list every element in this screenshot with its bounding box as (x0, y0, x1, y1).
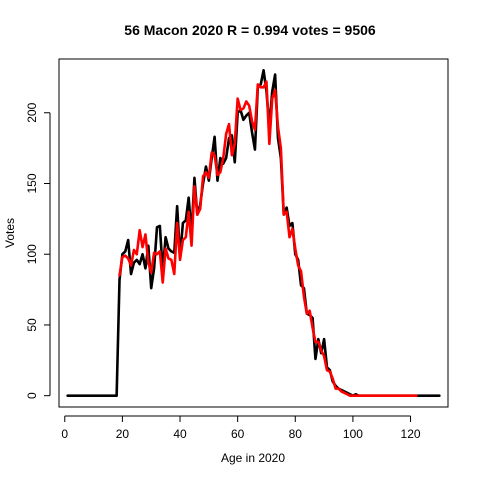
series-line-2 (118, 80, 418, 397)
x-tick-label: 20 (116, 427, 130, 441)
y-axis: 0 50 100 150 200 (25, 102, 51, 399)
x-tick-label: 120 (401, 427, 421, 441)
x-tick-label: 40 (173, 427, 187, 441)
y-tick-label: 50 (25, 318, 39, 332)
y-axis-label: Votes (3, 218, 17, 248)
y-tick-label: 0 (25, 392, 39, 399)
x-tick-label: 0 (61, 427, 68, 441)
plot-frame (58, 58, 449, 408)
y-tick-label: 200 (25, 102, 39, 122)
chart-title: 56 Macon 2020 R = 0.994 votes = 9506 (124, 22, 376, 38)
x-axis-label: Age in 2020 (221, 451, 285, 465)
x-tick-label: 80 (289, 427, 303, 441)
y-tick-label: 150 (25, 173, 39, 193)
series-layer (66, 69, 441, 397)
x-tick-label: 100 (343, 427, 363, 441)
x-axis: 0 20 40 60 80 100 120 (61, 415, 421, 441)
series-line-1 (66, 69, 441, 397)
x-tick-label: 60 (231, 427, 245, 441)
y-tick-label: 100 (25, 244, 39, 264)
